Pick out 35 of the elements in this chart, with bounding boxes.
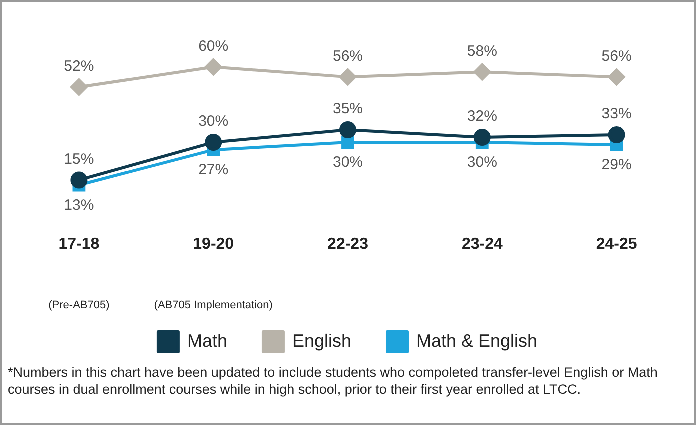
legend-label: English [292,330,352,351]
x-tick-label: 24-25 [596,236,638,253]
category-label: 19-20 (AB705 Implementation) [154,236,273,312]
data-label: 27% [198,162,229,179]
category-label: 17-18 (Pre-AB705) [48,236,110,312]
point [474,64,491,81]
data-label: 13% [64,196,94,214]
legend-label: Math [187,330,228,351]
data-label: 30% [332,154,364,172]
point [340,121,356,138]
data-label: 30% [198,113,229,130]
data-label: 56% [332,48,364,65]
text: *Numbers in this chart have been updated to include students who compoleted transfer-level English or Math courses in dual enrollment courses while in high school, prior to their first year enrolled at LTCC. [8,364,659,398]
data-label: 60% [198,38,229,55]
x-tick-label: 22-23 [328,236,369,253]
point [205,134,222,152]
data-label: 29% [602,156,632,174]
data-label: 52% [64,58,94,75]
data-label: 32% [467,108,498,126]
data-label: 58% [467,42,498,60]
point [608,68,626,86]
legend-label: Math & English [416,330,538,351]
data-label: 33% [602,106,632,123]
data-label: 30% [467,154,498,172]
data-label: 35% [332,100,364,118]
point [342,136,354,149]
point [70,78,88,96]
point [205,58,222,76]
data-label: 56% [602,48,632,65]
point [474,129,491,146]
point [340,68,356,86]
x-tick-label: 23-24 [462,236,503,253]
point [70,172,88,189]
data-label: 15% [64,150,94,168]
point [608,126,626,144]
